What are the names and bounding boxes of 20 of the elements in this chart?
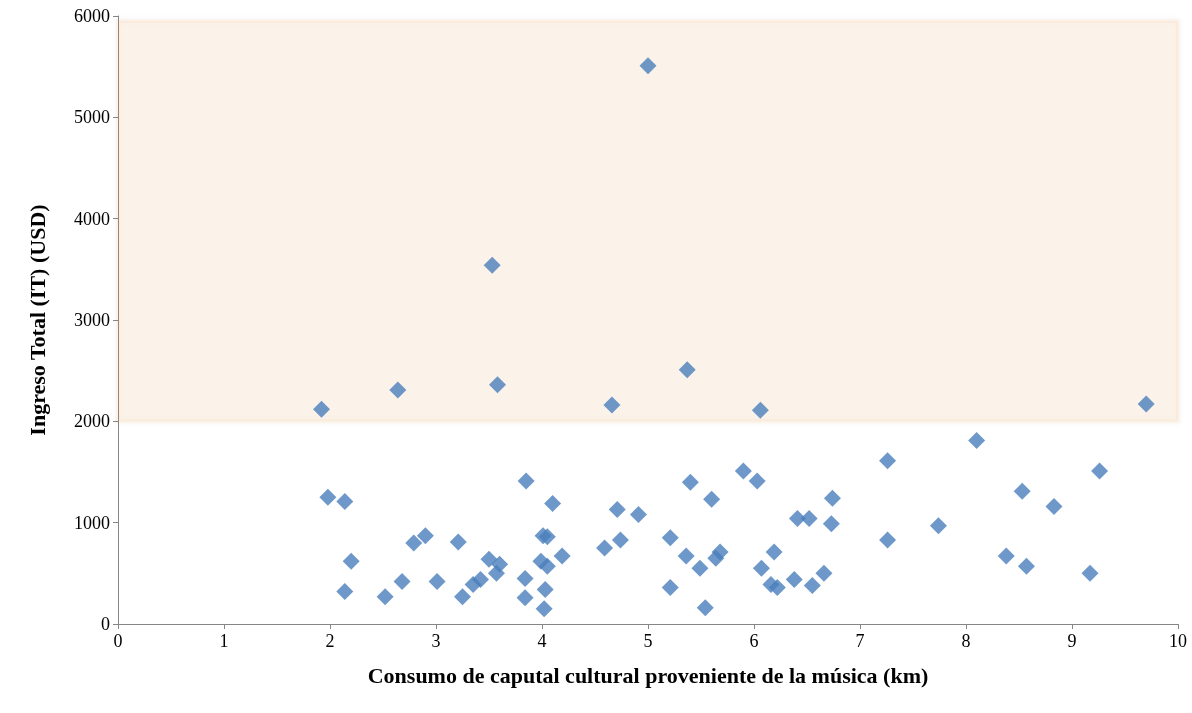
y-tick-label: 4000 [74,208,110,229]
x-tick-label: 6 [749,631,759,651]
y-tick-label: 6000 [74,6,110,26]
x-tick-label: 9 [1067,631,1077,651]
y-tick-label: 0 [101,614,110,634]
x-tick-label: 7 [855,631,865,651]
x-tick-label: 1 [219,631,229,651]
x-tick-label: 3 [431,631,441,651]
y-axis-title: Ingreso Total (IT) (USD) [24,204,50,436]
y-tick-label: 1000 [74,512,110,533]
x-tick-label: 8 [961,631,971,651]
y-tick-label: 5000 [74,107,110,128]
x-tick-label: 5 [643,631,653,651]
y-tick-label: 2000 [74,411,110,432]
x-tick-label: 2 [325,631,335,651]
x-tick-label: 4 [537,631,547,651]
x-tick-label: 0 [113,631,123,651]
y-tick-label: 3000 [74,310,110,330]
x-tick-label: 10 [1169,631,1187,651]
x-axis-title: Consumo de caputal cultural proveniente de la música (km) [367,662,929,688]
